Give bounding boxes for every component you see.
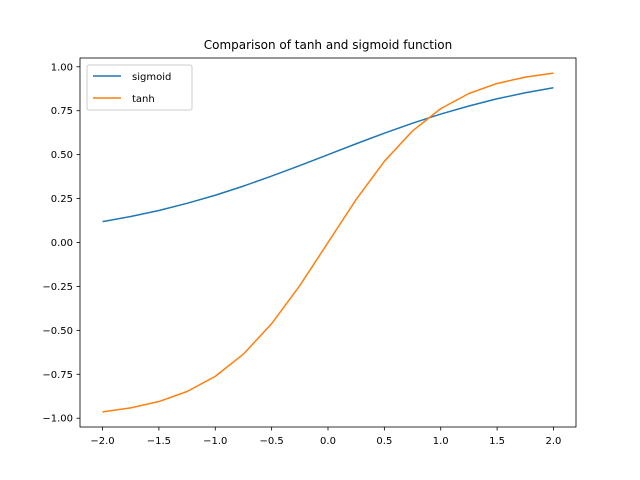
x-tick-label: 2.0: [546, 436, 562, 447]
x-tick-label: 0.5: [376, 436, 392, 447]
y-tick-label: −0.25: [42, 282, 73, 293]
x-tick-label: −1.5: [147, 436, 171, 447]
legend: sigmoid tanh: [86, 64, 193, 111]
chart-title: Comparison of tanh and sigmoid function: [204, 38, 453, 52]
y-tick-label: −1.00: [42, 414, 73, 425]
y-tick-label: −0.50: [42, 326, 73, 337]
legend-label-tanh: tanh: [132, 94, 155, 105]
series-line-tanh: [102, 72, 554, 413]
x-tick-label: 1.5: [489, 436, 505, 447]
x-tick-label: 1.0: [433, 436, 449, 447]
series-layer: [102, 72, 554, 413]
x-tick-label: 0.0: [320, 436, 336, 447]
y-tick-label: 1.00: [51, 62, 73, 73]
series-line-sigmoid: [102, 86, 554, 223]
y-tick-label: 0.50: [51, 150, 73, 161]
x-tick-label: −1.0: [203, 436, 227, 447]
x-tick-label: −0.5: [259, 436, 283, 447]
y-tick-label: 0.75: [51, 106, 73, 117]
y-tick-label: 0.00: [51, 238, 73, 249]
y-tick-label: −0.75: [42, 370, 73, 381]
legend-label-sigmoid: sigmoid: [132, 72, 171, 83]
x-axis: −2.0 −1.5 −1.0 −0.5 0.0 0.5 1.0 1.5 2.0: [90, 427, 561, 447]
y-axis: −1.00 −0.75 −0.50 −0.25 0.00 0.25 0.50 0.75 1.00: [42, 62, 80, 425]
y-tick-label: 0.25: [51, 194, 73, 205]
x-tick-label: −2.0: [90, 436, 114, 447]
